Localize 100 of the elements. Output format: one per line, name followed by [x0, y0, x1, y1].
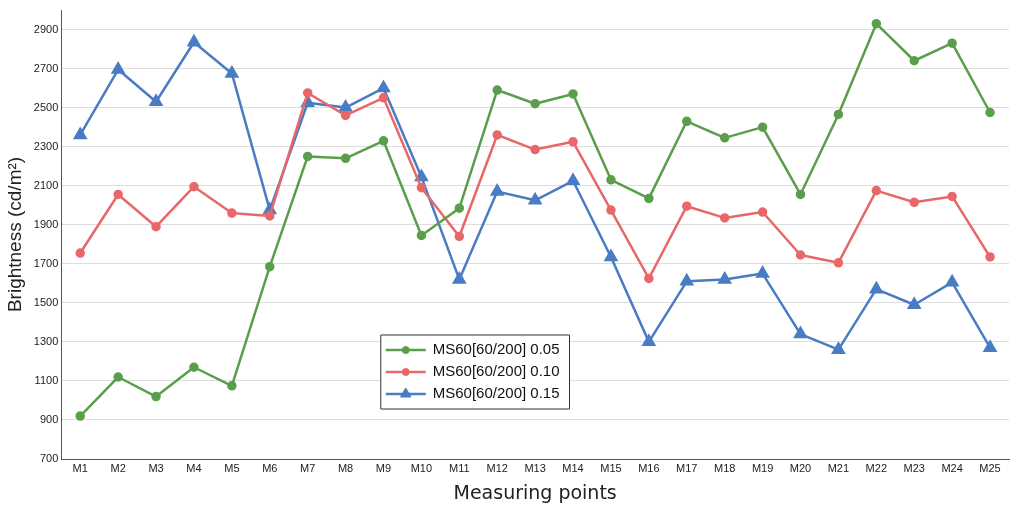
y-tick-label: 700 — [39, 452, 59, 465]
point — [719, 213, 730, 223]
x-tick-label: M6 — [262, 461, 278, 474]
point — [606, 175, 616, 185]
x-tick-label: M16 — [638, 461, 660, 474]
x-tick-label: M24 — [941, 461, 963, 474]
x-tick-label: M20 — [789, 461, 812, 474]
point — [682, 116, 692, 127]
point — [831, 342, 845, 354]
point — [265, 261, 275, 272]
point — [680, 274, 694, 286]
point — [151, 221, 161, 232]
point — [718, 272, 732, 284]
x-tick-label: M9 — [375, 461, 392, 474]
point — [756, 266, 770, 278]
x-tick-label: M8 — [337, 461, 354, 474]
x-tick-label: M2 — [110, 461, 126, 474]
point — [644, 273, 654, 284]
point — [416, 230, 427, 241]
y-axis-title: Brightness (cd/m²) — [3, 156, 25, 313]
x-tick-label: M3 — [148, 461, 164, 474]
y-tick-label: 1300 — [33, 334, 59, 347]
point — [644, 193, 654, 204]
point — [757, 207, 768, 217]
x-tick-label: M1 — [72, 461, 88, 474]
y-tick-label: 900 — [39, 412, 59, 425]
x-tick-label: M11 — [449, 461, 470, 474]
x-tick-label: M17 — [676, 461, 698, 474]
point — [566, 173, 580, 186]
point — [378, 136, 389, 146]
point — [302, 151, 313, 162]
point — [454, 203, 465, 213]
point — [568, 137, 578, 147]
y-tick-label: 1900 — [33, 217, 59, 230]
point — [265, 211, 275, 221]
point — [113, 189, 123, 200]
x-tick-label: M25 — [979, 461, 1001, 474]
point — [111, 62, 125, 74]
point — [795, 250, 806, 260]
point — [719, 133, 730, 143]
point — [227, 208, 237, 218]
point — [302, 88, 313, 98]
point — [75, 248, 85, 258]
point — [452, 272, 466, 284]
legend-label: MS60[60/200] 0.10 — [432, 362, 560, 380]
y-tick-label: 2900 — [33, 22, 59, 35]
legend-label: MS60[60/200] 0.15 — [432, 384, 560, 402]
point — [339, 100, 353, 112]
x-tick-label: M21 — [827, 461, 850, 474]
y-tick-label: 2100 — [33, 178, 59, 191]
y-tick-label: 1700 — [33, 256, 59, 269]
point — [795, 189, 806, 200]
point — [490, 184, 504, 196]
y-tick-label: 2500 — [33, 100, 59, 113]
x-tick-label: M19 — [751, 461, 774, 474]
point — [983, 340, 997, 352]
point — [113, 372, 123, 382]
point — [606, 205, 616, 215]
point — [377, 80, 390, 93]
point — [604, 249, 618, 262]
x-tick-label: M7 — [300, 461, 316, 474]
legend-label: MS60[60/200] 0.05 — [432, 340, 560, 358]
x-axis-title: Measuring points — [453, 480, 617, 503]
point — [189, 362, 199, 372]
point — [530, 98, 540, 109]
point — [149, 94, 163, 106]
point — [833, 109, 844, 120]
point — [454, 231, 465, 242]
x-tick-label: M18 — [713, 461, 736, 474]
point — [909, 197, 919, 208]
x-tick-label: M12 — [486, 461, 508, 474]
point — [907, 297, 921, 310]
y-tick-label: 1100 — [34, 373, 59, 386]
x-tick-label: M23 — [903, 461, 925, 474]
point — [189, 181, 199, 192]
x-tick-label: M10 — [410, 461, 433, 474]
point — [947, 38, 957, 48]
x-tick-label: M5 — [224, 461, 240, 474]
point — [794, 326, 807, 339]
x-tick-label: M22 — [865, 461, 888, 474]
y-tick-label: 2700 — [33, 61, 59, 74]
point — [151, 391, 161, 402]
point — [642, 334, 656, 347]
point — [492, 85, 502, 95]
point — [187, 34, 201, 47]
point — [985, 107, 995, 118]
point — [757, 122, 768, 132]
point — [73, 127, 87, 140]
x-tick-label: M15 — [600, 461, 622, 474]
point — [909, 56, 919, 66]
point — [530, 144, 540, 155]
point — [833, 258, 844, 268]
point — [227, 381, 237, 391]
point — [869, 281, 883, 294]
point — [568, 89, 578, 99]
point — [871, 185, 882, 196]
x-tick-label: M4 — [186, 461, 202, 474]
point — [871, 18, 882, 29]
point — [528, 193, 542, 205]
point — [682, 201, 692, 211]
